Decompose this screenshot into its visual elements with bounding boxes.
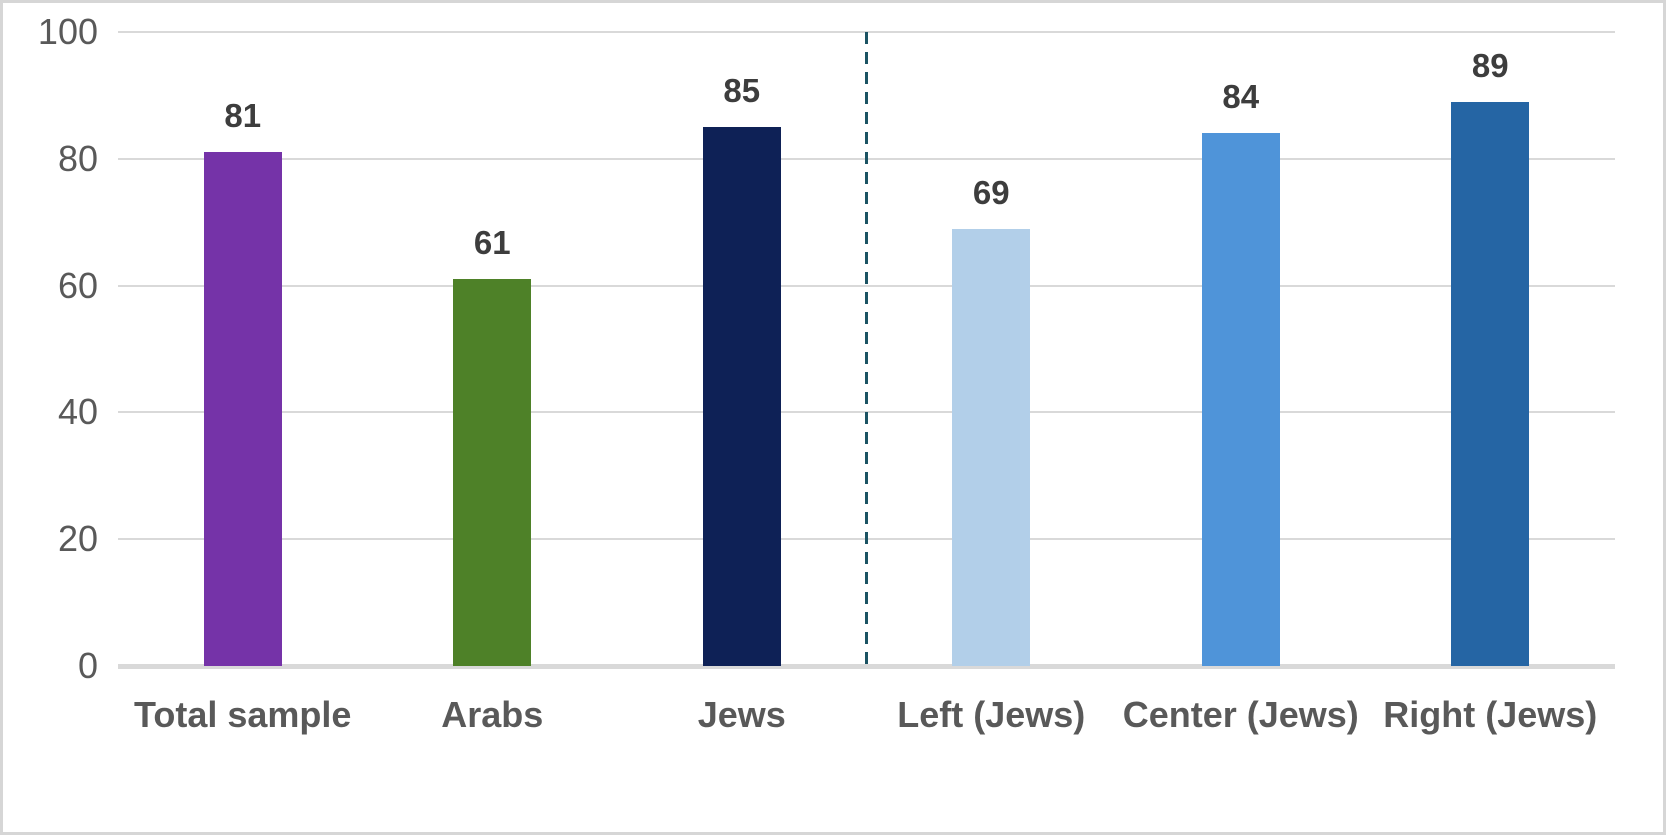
category-label: Center (Jews)	[1122, 694, 1359, 735]
category-label: Arabs	[441, 694, 544, 735]
value-label: 61	[473, 224, 511, 262]
bar-center-jews	[1201, 133, 1280, 666]
y-tick-label: 20	[57, 518, 98, 560]
y-tick-label: 0	[77, 645, 98, 686]
bar-total-sample	[203, 152, 282, 666]
category-label: Left (Jews)	[897, 694, 1086, 735]
bar-jews	[702, 127, 781, 666]
bar-chart: 0 20 40 60 80 100 81 61 85 69 84 89 Total sample Ar…	[3, 3, 1663, 832]
category-label: Total sample	[134, 694, 352, 735]
category-label: Right (Jews)	[1383, 694, 1598, 735]
category-label: Jews	[697, 694, 786, 735]
value-label: 84	[1222, 78, 1260, 116]
value-label: 85	[723, 72, 761, 110]
y-tick-label: 40	[57, 391, 98, 433]
value-label: 69	[972, 173, 1010, 211]
y-tick-label: 60	[57, 264, 98, 306]
y-tick-label: 100	[37, 11, 98, 52]
bar-right-jews	[1451, 101, 1530, 666]
value-label: 89	[1471, 46, 1509, 84]
bar-arabs	[453, 279, 532, 666]
bar-left-jews	[952, 228, 1031, 666]
value-label: 81	[224, 97, 262, 135]
dashed-divider-line	[865, 32, 868, 666]
x-axis-line	[118, 664, 1615, 669]
y-tick-label: 80	[57, 137, 98, 179]
